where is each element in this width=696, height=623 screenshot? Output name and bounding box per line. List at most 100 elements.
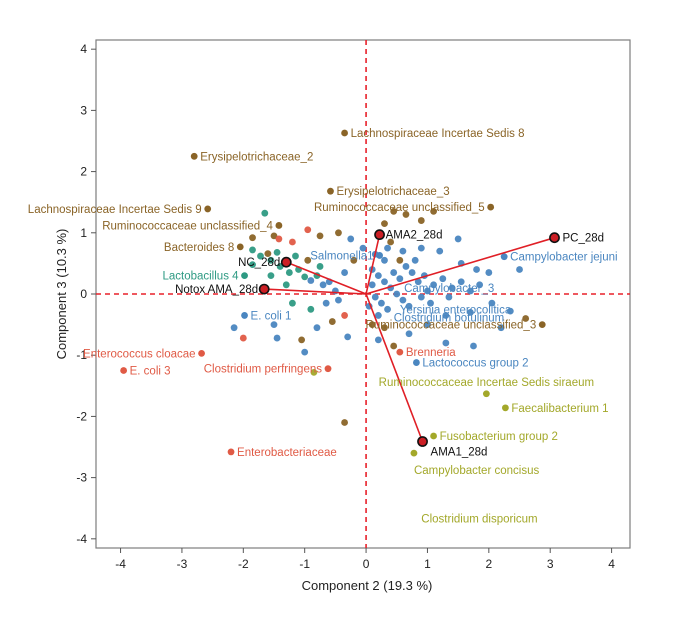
point-label: Ruminococcaceae Incertae Sedis siraeum	[379, 377, 594, 389]
x-tick-label: -4	[115, 557, 126, 571]
data-point	[488, 299, 496, 307]
point-label: Lachnospiraceae Incertae Sedis 8	[351, 128, 525, 140]
data-point	[414, 278, 422, 286]
sample-vector	[285, 261, 367, 295]
labeled-data-point	[500, 253, 508, 261]
data-point	[390, 207, 398, 215]
data-point	[374, 272, 382, 280]
data-point	[417, 244, 425, 252]
labeled-data-point	[275, 222, 283, 229]
data-point	[522, 315, 530, 322]
y-tick-label: -2	[76, 409, 87, 423]
data-point	[313, 324, 321, 332]
data-point	[368, 281, 376, 289]
data-point	[405, 330, 413, 338]
data-point	[304, 226, 312, 234]
data-point	[282, 281, 290, 289]
data-point	[257, 252, 264, 260]
labeled-data-point	[410, 449, 418, 457]
data-point	[322, 299, 330, 307]
data-point	[267, 256, 275, 264]
point-label: Erysipelotrichaceae_2	[200, 151, 313, 163]
data-point	[473, 266, 480, 273]
data-point	[374, 312, 382, 319]
point-label: Ruminococcaceae unclassified_3	[366, 320, 537, 332]
y-tick-label: -3	[76, 471, 87, 485]
point-label: E. coli 3	[130, 366, 171, 378]
data-point	[328, 318, 336, 325]
x-tick-label: 4	[608, 557, 615, 571]
data-point	[301, 348, 309, 356]
point-labels: Lachnospiraceae Incertae Sedis 8 Erysipel…	[28, 128, 618, 526]
data-point	[381, 278, 388, 286]
sample-point	[374, 229, 385, 241]
data-point	[396, 256, 404, 264]
data-point	[402, 263, 410, 270]
y-tick-label: 0	[80, 287, 87, 301]
point-label: Faecalibacterium 1	[511, 403, 608, 415]
data-point	[292, 252, 299, 260]
data-point	[384, 244, 391, 252]
data-point	[399, 296, 407, 304]
data-point	[249, 234, 256, 242]
data-point	[368, 321, 376, 329]
point-label: Ruminococcaceae unclassified_4	[102, 220, 273, 232]
sample-label: PC_28d	[563, 233, 605, 245]
sample-vectors	[258, 229, 560, 447]
y-axis-label: Component 3 (10.3 %)	[54, 229, 69, 360]
labeled-data-point	[413, 359, 420, 366]
data-point	[289, 299, 296, 307]
labeled-data-point	[376, 252, 383, 259]
point-label: Clostridium perfringens	[204, 364, 322, 376]
x-tick-label: -2	[238, 557, 249, 571]
data-point	[335, 229, 342, 237]
labeled-data-point	[327, 187, 334, 195]
data-point	[467, 287, 474, 295]
data-point	[411, 256, 419, 264]
labeled-data-point	[341, 129, 348, 137]
y-tick-label: -1	[76, 348, 87, 362]
data-point	[307, 305, 315, 313]
x-tick-label: 2	[485, 557, 492, 571]
data-point	[442, 312, 450, 319]
data-point	[454, 235, 462, 243]
point-label: Yersinia enterocolitica	[400, 304, 512, 316]
data-point	[467, 308, 474, 316]
labeled-data-point	[198, 349, 205, 357]
sample-label: AMA1_28d	[431, 447, 488, 459]
sample-point	[280, 256, 292, 268]
data-point	[270, 232, 278, 240]
data-point	[390, 269, 398, 276]
data-point	[439, 275, 447, 283]
x-tick-label: 0	[363, 557, 370, 571]
data-point	[470, 342, 477, 350]
data-point	[316, 263, 324, 270]
data-point	[448, 284, 456, 292]
data-point	[476, 281, 484, 289]
point-label: Campylobacter_3	[404, 283, 494, 295]
data-point	[371, 293, 379, 301]
data-point	[417, 293, 425, 301]
sample-label: Notox AMA_28d	[175, 284, 258, 296]
data-point	[273, 248, 281, 256]
sample-label: NC_28d	[238, 257, 280, 269]
labeled-data-point	[241, 312, 248, 319]
data-point	[298, 336, 306, 344]
data-point	[316, 232, 324, 240]
data-point	[399, 247, 407, 255]
x-axis-label: Component 2 (19.3 %)	[302, 578, 433, 593]
point-label: Fusobacterium group 2	[440, 431, 558, 443]
y-tick-label: 3	[80, 103, 87, 117]
point-label: Lachnospiraceae Incertae Sedis 9	[28, 204, 202, 216]
data-point	[230, 324, 238, 332]
labeled-data-point	[538, 321, 546, 329]
labeled-data-point	[502, 404, 509, 412]
data-point	[381, 256, 388, 264]
sample-vector	[365, 293, 424, 442]
data-point	[275, 235, 283, 243]
data-point	[506, 307, 514, 315]
data-point	[249, 246, 256, 254]
point-label: Ruminococcaceae unclassified_5	[314, 202, 485, 214]
data-point	[445, 293, 453, 301]
